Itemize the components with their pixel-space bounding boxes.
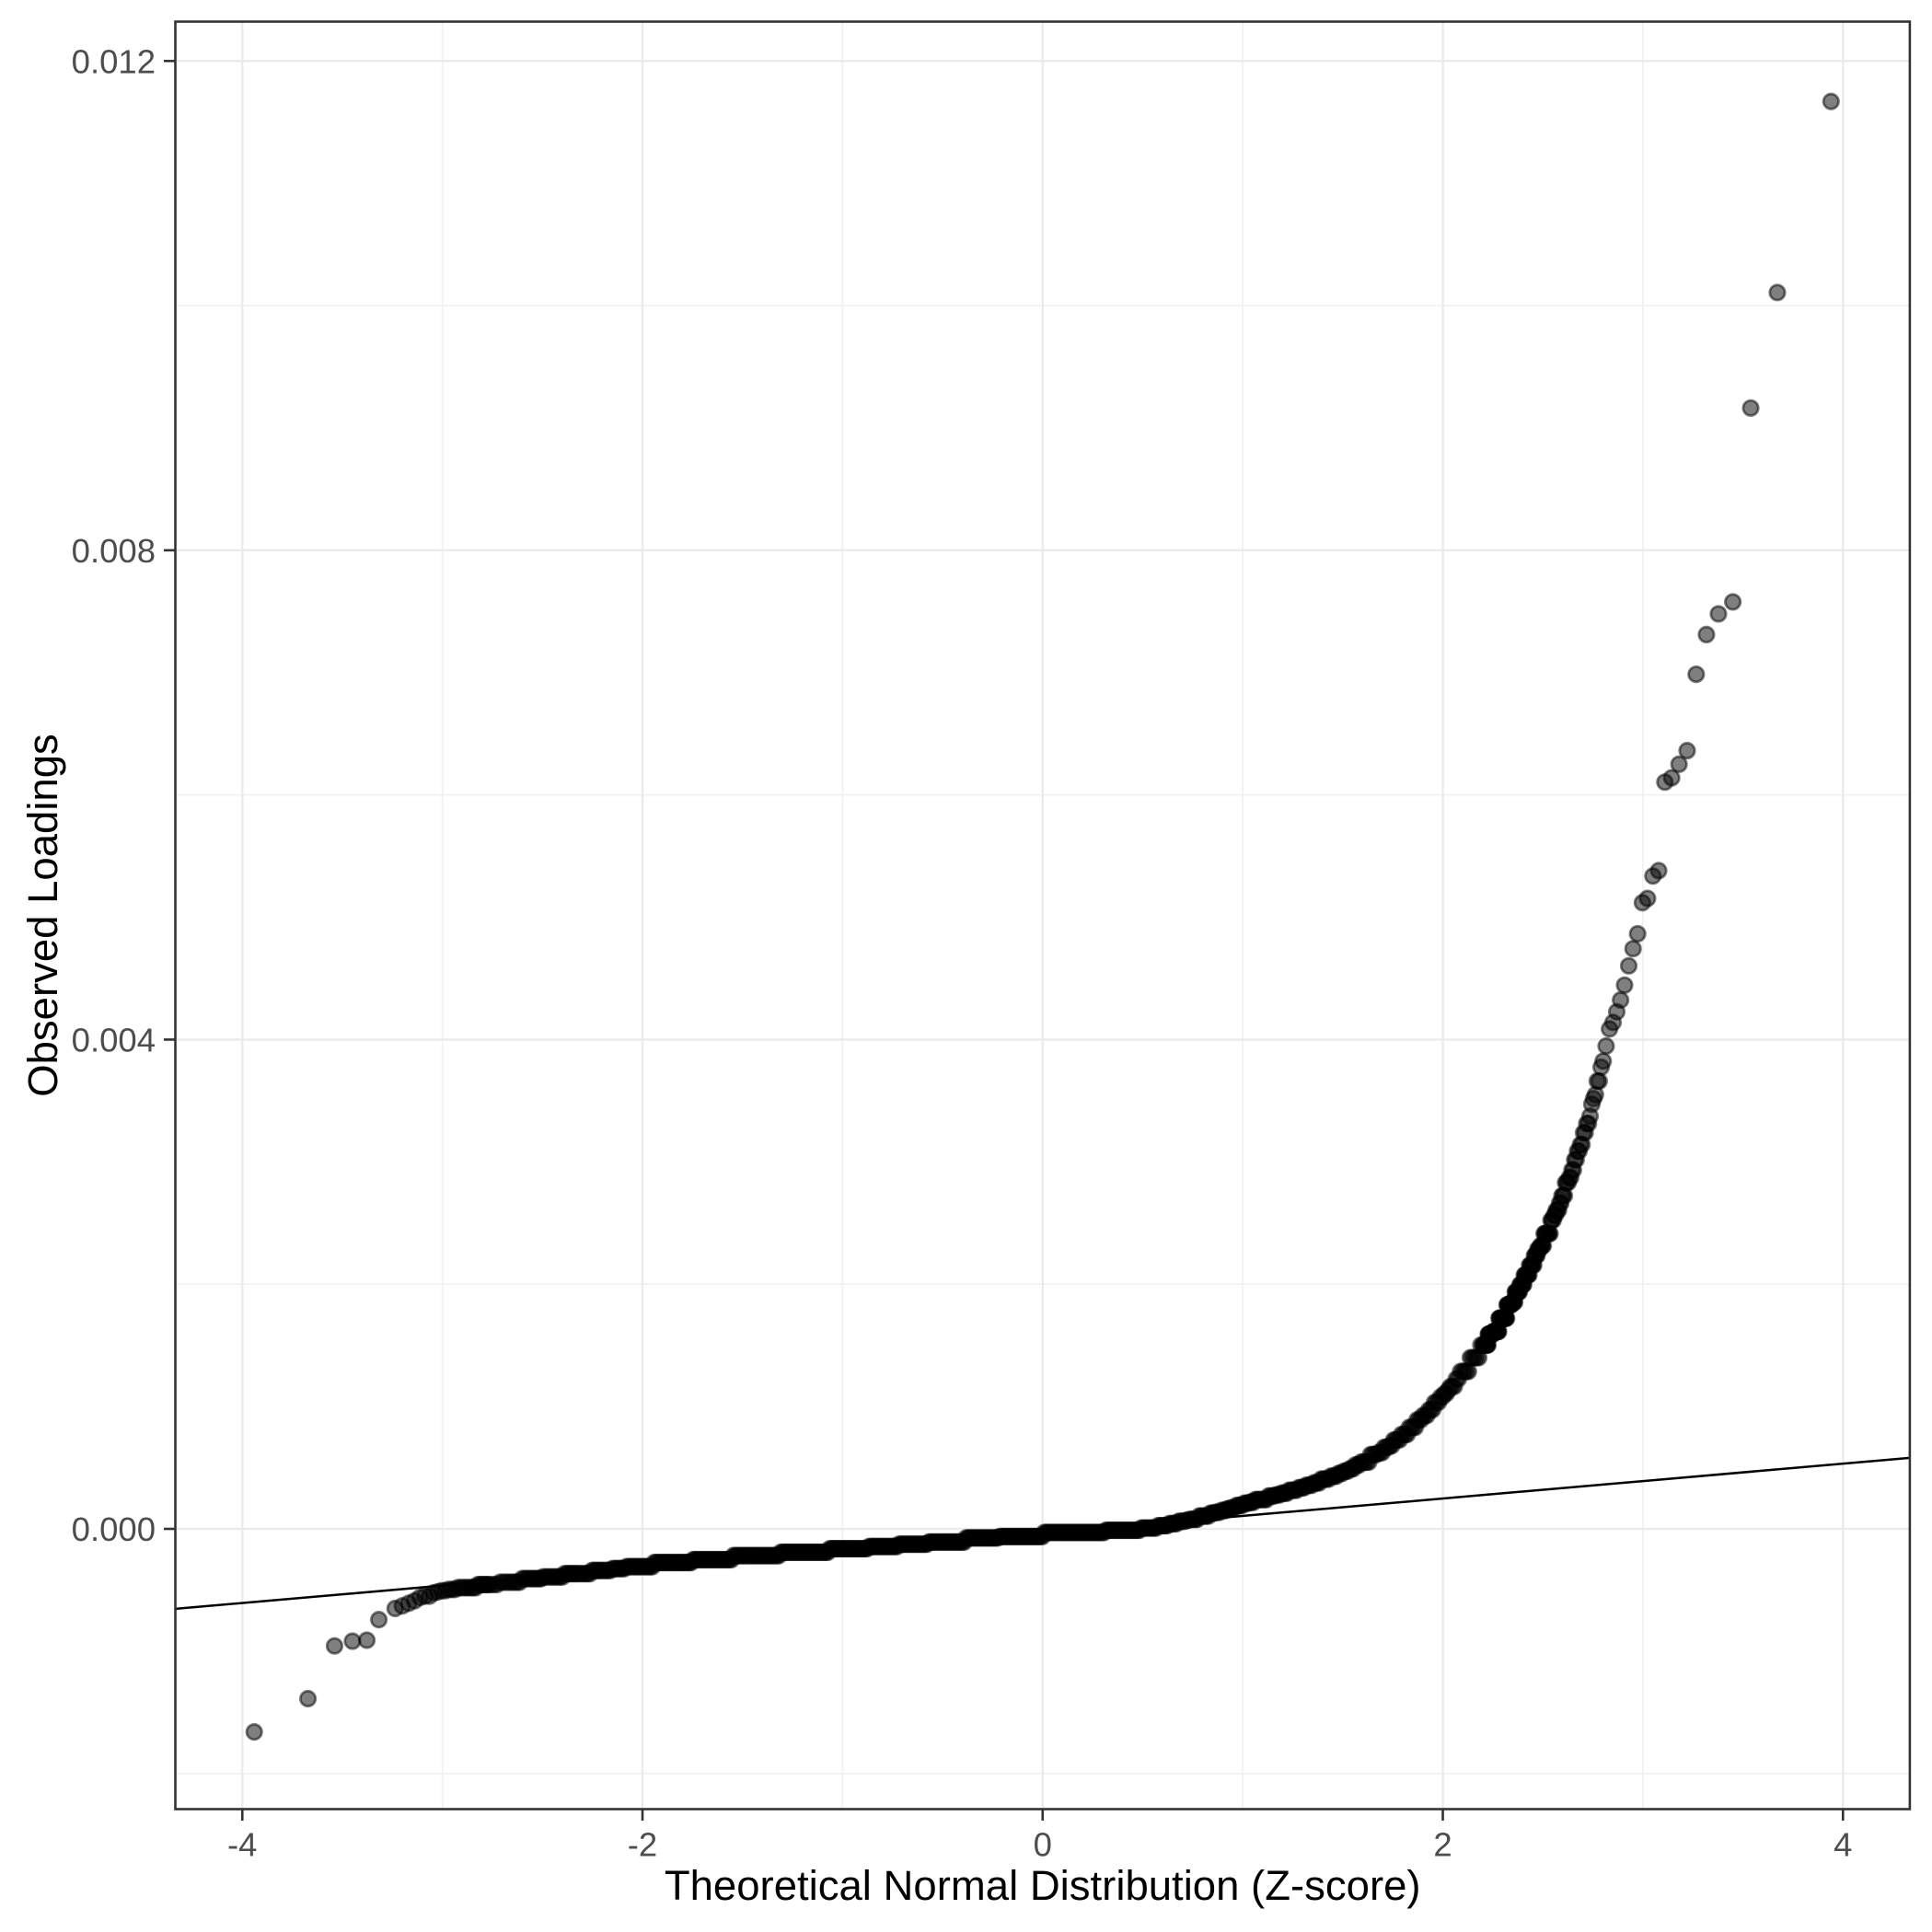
data-point [1619,956,1638,975]
data-point [1741,399,1760,417]
y-axis-title: Observed Loadings [19,734,66,1097]
y-axis-tick-label: 0.004 [72,1021,156,1059]
data-point [1709,605,1728,623]
data-point [298,1689,318,1708]
data-point [1724,593,1742,611]
data-point [1628,924,1647,943]
data-point [325,1637,344,1655]
data-point [1615,976,1634,994]
data-point [1662,769,1681,787]
qq-points [245,92,1840,1741]
data-point [1590,1071,1609,1091]
data-point [1624,940,1642,958]
data-point [1768,283,1787,302]
data-point [1649,862,1668,880]
data-point [357,1631,376,1649]
x-axis-tick-label: -2 [628,1826,657,1864]
data-point [1670,755,1688,773]
data-point [245,1723,263,1741]
data-point [1638,889,1657,908]
data-point [1678,741,1696,760]
data-point [343,1632,362,1650]
x-axis-tick-label: 4 [1834,1826,1852,1864]
data-point [1697,625,1716,644]
y-axis-tick-label: 0.008 [72,532,156,570]
data-point [1594,1052,1613,1070]
x-axis-tick-label: 2 [1433,1826,1452,1864]
x-axis-title: Theoretical Normal Distribution (Z-score… [665,1862,1421,1909]
data-point [1822,92,1840,110]
y-axis-tick-label: 0.000 [72,1510,156,1548]
x-axis-tick-label: -4 [227,1826,257,1864]
data-point [1597,1036,1615,1056]
data-point [1687,665,1706,684]
data-point [369,1611,388,1629]
y-axis-tick-label: 0.012 [72,42,156,80]
x-axis-tick-label: 0 [1034,1826,1052,1864]
data-point [1612,990,1630,1010]
